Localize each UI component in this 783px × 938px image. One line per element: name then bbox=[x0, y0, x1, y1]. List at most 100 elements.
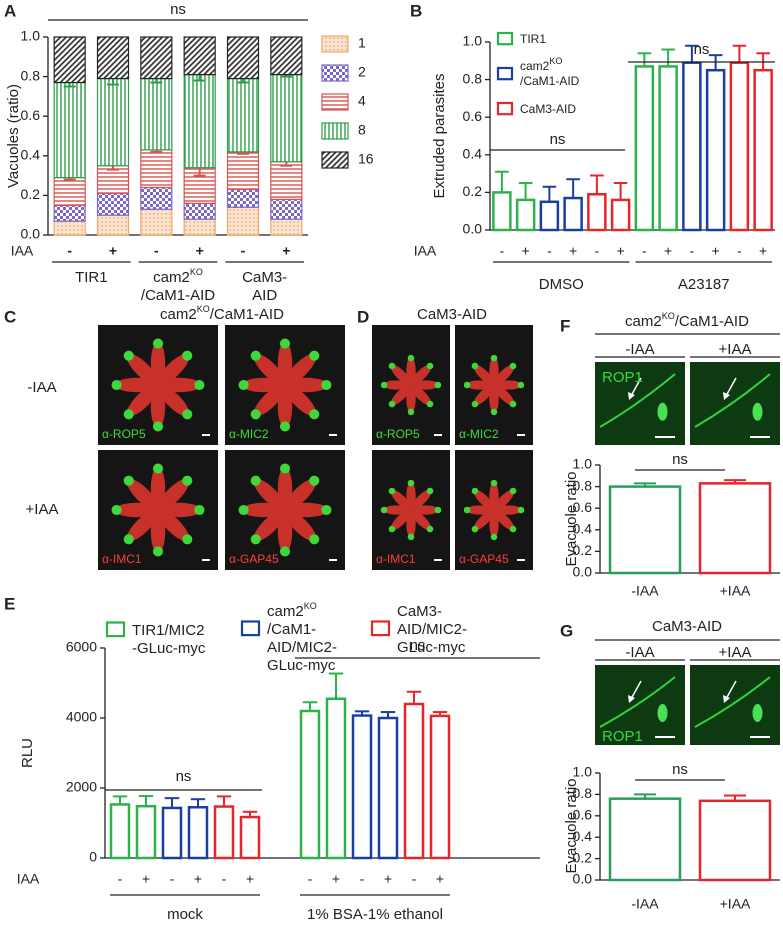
legend-swatch bbox=[240, 620, 261, 637]
parasite bbox=[390, 489, 412, 511]
apical-signal bbox=[407, 479, 415, 487]
image-label: ROP1 bbox=[602, 369, 643, 386]
group-label: mock bbox=[167, 906, 203, 923]
legend-label: /CaM1- bbox=[267, 621, 316, 638]
legend-label: -GLuc-myc bbox=[132, 640, 206, 657]
bar bbox=[705, 68, 726, 232]
parasite bbox=[410, 489, 432, 511]
apical-signal bbox=[123, 409, 134, 420]
bar bbox=[608, 485, 682, 575]
micrograph-signal bbox=[694, 373, 771, 428]
parasite bbox=[284, 384, 317, 417]
arrow-head bbox=[723, 392, 730, 400]
parasite bbox=[126, 384, 159, 417]
micrograph bbox=[595, 665, 685, 745]
legend-swatch bbox=[370, 620, 391, 637]
parasite bbox=[473, 489, 495, 511]
parasite bbox=[284, 478, 317, 511]
panel-title-part: KO bbox=[662, 311, 675, 321]
apical-signal bbox=[380, 506, 388, 514]
bar bbox=[539, 200, 560, 232]
legend-label-part: KO bbox=[304, 601, 317, 611]
y-tick-label: 0.0 bbox=[21, 226, 41, 242]
legend-label: AID/MIC2- bbox=[397, 621, 467, 638]
bar-segment bbox=[53, 204, 86, 222]
apical-signal bbox=[123, 350, 134, 361]
bar bbox=[634, 65, 655, 232]
panel-title-part: CaM3-AID bbox=[417, 306, 487, 323]
y-tick-label: 0.6 bbox=[21, 107, 41, 123]
y-tick-label: 4000 bbox=[66, 709, 97, 725]
legend-swatch bbox=[321, 151, 349, 169]
image-label: ROP1 bbox=[602, 728, 643, 745]
x-tick-label: -IAA bbox=[631, 896, 659, 912]
bar bbox=[587, 193, 607, 232]
x-tick-label: - bbox=[118, 871, 123, 887]
y-tick-label: 0.8 bbox=[573, 477, 593, 493]
row-label: -IAA bbox=[27, 379, 56, 396]
y-tick-label: 0.0 bbox=[463, 221, 483, 237]
group-label-part: TIR1 bbox=[75, 269, 108, 286]
apical-signal bbox=[490, 354, 498, 362]
y-axis-label: RLU bbox=[19, 738, 36, 768]
apical-signal bbox=[490, 479, 498, 487]
x-tick-label: - bbox=[222, 871, 227, 887]
panel-title: cam2KO/CaM1-AID bbox=[160, 304, 284, 323]
bar-segment bbox=[270, 161, 303, 200]
parasite bbox=[473, 509, 495, 531]
x-tick-label: + bbox=[617, 243, 625, 259]
row-label: IAA bbox=[11, 243, 34, 259]
parasite bbox=[410, 509, 432, 531]
arrow bbox=[630, 377, 642, 397]
parasite bbox=[284, 353, 317, 386]
apical-signal bbox=[152, 338, 164, 349]
stain-label: α-ROP5 bbox=[102, 427, 146, 441]
panel-letter: F bbox=[560, 316, 570, 335]
stain-label: α-GAP45 bbox=[459, 552, 509, 566]
apical-signal bbox=[517, 506, 525, 514]
micrograph bbox=[690, 362, 780, 445]
legend-label-part: KO bbox=[549, 56, 562, 66]
bar bbox=[608, 797, 682, 882]
apical-signal bbox=[509, 400, 517, 408]
legend-swatch bbox=[496, 66, 514, 81]
bar bbox=[213, 805, 235, 860]
y-tick-label: 0.6 bbox=[573, 499, 593, 515]
micrograph bbox=[690, 665, 780, 745]
x-tick-label: + bbox=[522, 243, 530, 259]
apical-signal bbox=[111, 504, 122, 516]
legend-label: cam2KO bbox=[520, 56, 562, 73]
legend-swatch bbox=[321, 122, 349, 140]
apical-signal bbox=[250, 350, 261, 361]
y-tick-label: 2000 bbox=[66, 779, 97, 795]
y-tick-label: 0.0 bbox=[573, 564, 593, 580]
apical-signal bbox=[471, 362, 479, 370]
apical-signal bbox=[509, 487, 517, 495]
bar-segment bbox=[226, 206, 260, 236]
panel-letter: C bbox=[4, 307, 16, 326]
micrograph-signal bbox=[752, 402, 763, 421]
bar-segment bbox=[270, 198, 303, 220]
x-tick-label: + bbox=[436, 871, 444, 887]
annotation: ns bbox=[176, 768, 192, 785]
apical-signal bbox=[194, 379, 205, 391]
legend-swatch bbox=[321, 64, 349, 82]
bar bbox=[698, 799, 772, 882]
x-tick-label: + bbox=[712, 243, 720, 259]
apical-signal bbox=[463, 381, 471, 389]
bar bbox=[403, 702, 425, 860]
apical-signal bbox=[279, 338, 291, 349]
apical-signal bbox=[111, 379, 122, 391]
legend-label: GLuc-myc bbox=[397, 639, 466, 656]
apical-signal bbox=[152, 463, 164, 474]
stain-label: α-MIC2 bbox=[229, 427, 269, 441]
bar bbox=[239, 815, 261, 860]
bar-segment bbox=[140, 36, 173, 80]
bar bbox=[729, 61, 750, 232]
y-tick-label: 0.6 bbox=[573, 807, 593, 823]
bar-segment bbox=[226, 77, 260, 153]
x-tick-label: + bbox=[142, 871, 150, 887]
apical-signal bbox=[321, 379, 332, 391]
annotation: ns bbox=[672, 761, 688, 778]
apical-signal bbox=[509, 362, 517, 370]
